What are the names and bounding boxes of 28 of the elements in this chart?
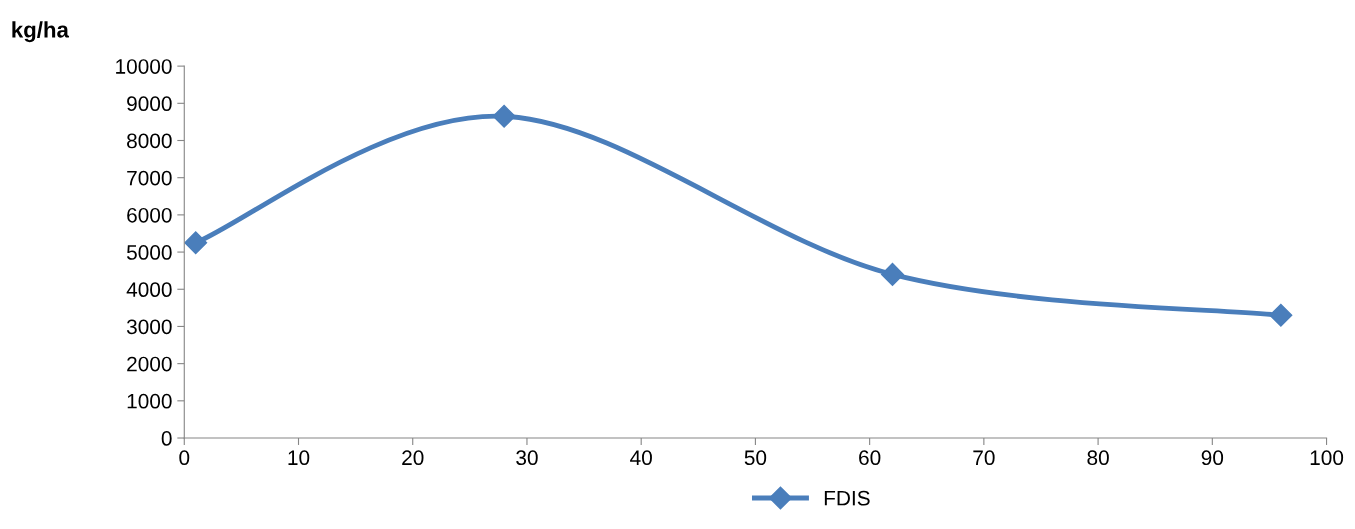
point	[184, 231, 208, 255]
y-tick-label: 1000	[127, 393, 172, 409]
x-tick-label: 70	[973, 450, 995, 466]
y-tick-label: 4000	[126, 282, 172, 298]
y-tick-label: 6000	[127, 207, 172, 223]
x-tick-label: 100	[1310, 450, 1344, 466]
y-tick-label: 3000	[126, 319, 172, 335]
y-axis-title: kg/ha	[12, 21, 70, 43]
x-tick-label: 0	[179, 450, 190, 466]
point	[1269, 303, 1293, 327]
x-tick-label: 90	[1201, 450, 1224, 466]
point	[880, 262, 904, 286]
point	[492, 104, 516, 128]
x-tick-label: 50	[744, 450, 767, 466]
x-tick-label: 80	[1087, 450, 1109, 466]
x-tick-label: 10	[288, 450, 310, 466]
y-tick-label: 9000	[127, 96, 172, 112]
y-tick-label: 2000	[127, 356, 172, 372]
y-tick-label: 0	[161, 431, 172, 446]
x-tick-label: 40	[630, 450, 652, 466]
legend-label: FDIS	[824, 490, 870, 506]
y-tick-label: 10000	[116, 59, 172, 74]
y-tick-label: 7000	[127, 170, 172, 186]
x-tick-label: 30	[516, 450, 538, 466]
x-tick-label: 60	[859, 450, 881, 466]
y-tick-label: 5000	[126, 245, 172, 260]
y-tick-label: 8000	[127, 133, 172, 149]
x-tick-label: 20	[402, 450, 424, 466]
